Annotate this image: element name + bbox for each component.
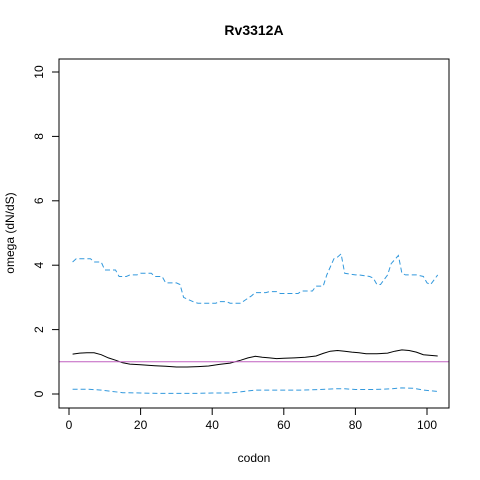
y-tick-label-5: 10 — [32, 65, 46, 79]
x-tick-label-2: 40 — [206, 418, 220, 432]
x-axis: 0 20 40 60 80 100 — [66, 407, 437, 432]
chart-title: Rv3312A — [224, 22, 283, 38]
x-tick-label-3: 60 — [277, 418, 291, 432]
y-axis: 0 2 4 6 8 10 — [32, 65, 60, 397]
x-tick-label-5: 100 — [417, 418, 437, 432]
y-axis-label: omega (dN/dS) — [3, 192, 17, 273]
y-tick-label-0: 0 — [32, 390, 46, 397]
series-line-2 — [72, 387, 438, 394]
y-tick-label-1: 2 — [32, 326, 46, 333]
y-tick-label-4: 8 — [32, 133, 46, 140]
x-tick-label-0: 0 — [66, 418, 73, 432]
series-layer — [59, 252, 449, 394]
series-line-1 — [72, 252, 439, 304]
x-tick-label-1: 20 — [134, 418, 148, 432]
y-tick-label-3: 6 — [32, 197, 46, 204]
x-axis-label: codon — [238, 451, 271, 465]
series-line-0 — [72, 349, 438, 368]
y-tick-label-2: 4 — [32, 262, 46, 269]
x-tick-label-4: 80 — [349, 418, 363, 432]
plot-frame — [58, 58, 450, 409]
